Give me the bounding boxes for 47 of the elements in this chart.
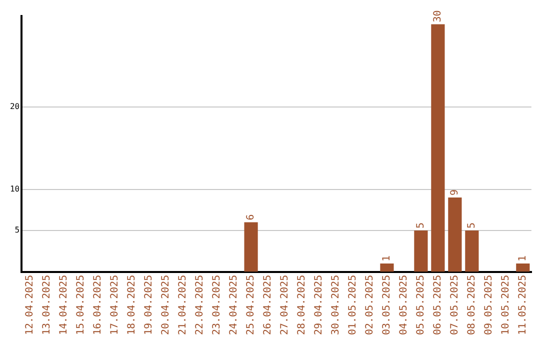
- bar: [516, 264, 530, 272]
- data-label: 5: [466, 222, 478, 229]
- data-label: 6: [246, 214, 257, 220]
- bar: [380, 264, 394, 272]
- x-tick-label: 19.04.2025: [144, 274, 155, 336]
- x-tick-label: 14.04.2025: [58, 274, 70, 336]
- x-tick-label: 02.05.2025: [364, 274, 376, 336]
- x-tick-label: 29.04.2025: [314, 274, 325, 336]
- x-tick-label: 01.05.2025: [348, 274, 359, 336]
- x-tick-label: 18.04.2025: [126, 274, 138, 336]
- x-tick-label: 09.05.2025: [484, 274, 495, 336]
- x-tick-label: 30.04.2025: [330, 274, 342, 336]
- x-tick-label: 12.04.2025: [24, 274, 36, 336]
- x-tick-label: 08.05.2025: [466, 274, 478, 336]
- x-tick-label: 28.04.2025: [296, 274, 308, 336]
- bar: [465, 230, 479, 272]
- bar: [414, 230, 428, 272]
- x-tick-label: 25.04.2025: [246, 274, 257, 336]
- x-tick-label: 27.04.2025: [280, 274, 291, 336]
- x-tick-label: 10.05.2025: [500, 274, 512, 336]
- x-tick-label: 07.05.2025: [450, 274, 461, 336]
- x-tick-label: 26.04.2025: [262, 274, 274, 336]
- x-tick-label: 22.04.2025: [194, 274, 206, 336]
- x-tick-label: 15.04.2025: [76, 274, 87, 336]
- x-tick-label: 16.04.2025: [92, 274, 104, 336]
- data-label: 1: [517, 256, 528, 262]
- x-tick-label: 23.04.2025: [212, 274, 223, 336]
- data-label: 5: [416, 222, 427, 229]
- bar: [448, 198, 462, 272]
- x-tick-label: 11.05.2025: [517, 274, 528, 336]
- bar: [244, 222, 258, 272]
- x-tick-label: 05.05.2025: [416, 274, 427, 336]
- y-tick-label: 5: [14, 226, 20, 235]
- data-label: 9: [450, 190, 461, 196]
- x-tick-label: 13.04.2025: [42, 274, 53, 336]
- x-tick-label: 21.04.2025: [178, 274, 189, 336]
- y-tick-label: 20: [10, 102, 20, 111]
- x-tick-label: 03.05.2025: [382, 274, 393, 336]
- x-tick-label: 04.05.2025: [398, 274, 410, 336]
- x-tick-label: 17.04.2025: [110, 274, 121, 336]
- x-tick-label: 24.04.2025: [228, 274, 240, 336]
- data-label: 1: [382, 256, 393, 262]
- x-tick-label: 06.05.2025: [432, 274, 444, 336]
- data-label: 30: [432, 10, 444, 22]
- x-tick-label: 20.04.2025: [160, 274, 172, 336]
- y-tick-label: 10: [10, 184, 20, 194]
- bar: [431, 24, 445, 272]
